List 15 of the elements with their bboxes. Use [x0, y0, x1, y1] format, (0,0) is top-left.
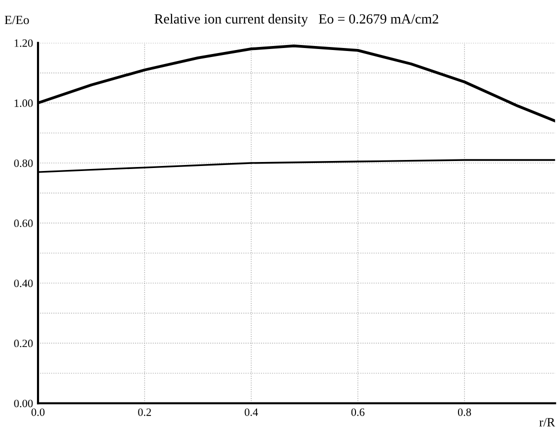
x-tick-label: 0.4 [244, 408, 258, 416]
y-tick-label: 0.40 [14, 280, 33, 288]
y-tick-label: 0.80 [14, 159, 33, 168]
x-tick-label: 0.8 [458, 408, 471, 416]
x-tick-label: 0.6 [351, 408, 364, 416]
chart-title: Relative ion current density Eo = 0.2679 mA/cm2 [154, 14, 438, 26]
y-tick-label: 0.60 [14, 220, 33, 228]
x-axis-title: r/R [539, 418, 556, 426]
y-axis-title: E/Eo [4, 16, 29, 24]
y-tick-label: 1.00 [14, 99, 33, 107]
y-tick-label: 0.20 [14, 340, 33, 348]
x-tick-label: 0.2 [138, 408, 151, 416]
y-tick-label: 1.20 [14, 39, 33, 47]
x-tick-label: 0.0 [31, 408, 45, 416]
y-tick-label: 0.00 [14, 400, 33, 408]
